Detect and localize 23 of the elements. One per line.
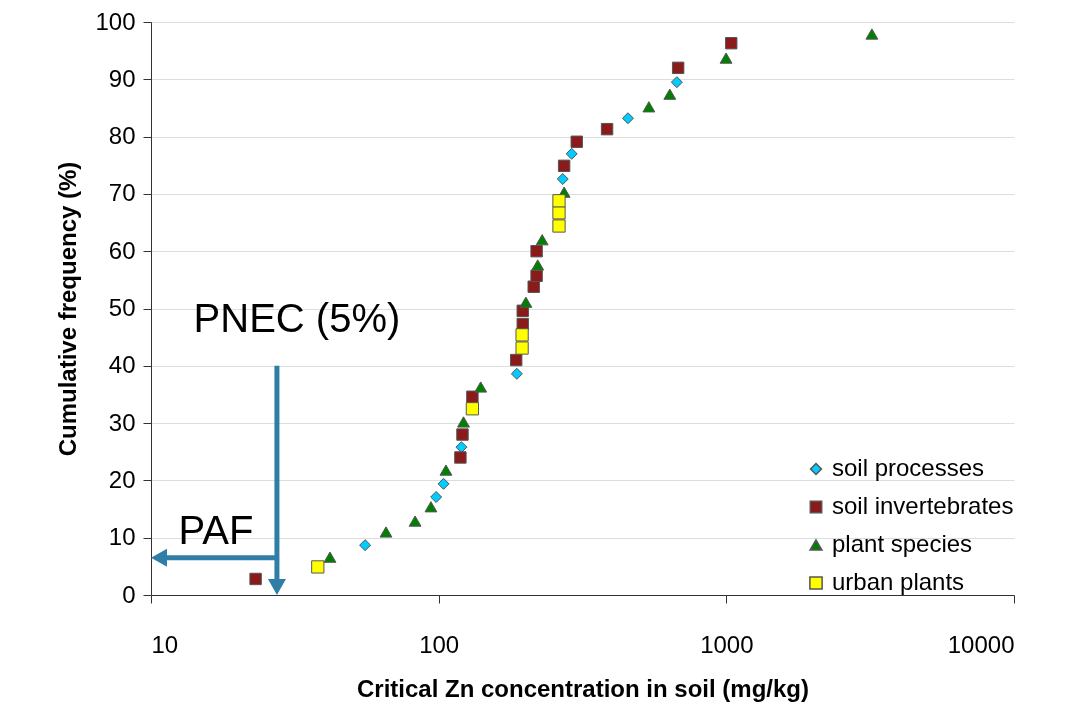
x-tick-label: 100: [419, 630, 460, 658]
y-tick-label: 10: [108, 523, 136, 551]
y-tick-label: 0: [122, 580, 136, 608]
y-axis-title: Cumulative frequency (%): [54, 161, 82, 457]
legend-label: soil invertebrates: [832, 492, 1014, 519]
y-tick-label: 60: [108, 236, 136, 264]
x-tick-label: 10000: [947, 630, 1015, 658]
legend-label: soil processes: [832, 454, 985, 481]
y-tick-label: 50: [108, 294, 136, 321]
legend-label: urban plants: [832, 568, 965, 595]
y-tick-label: 40: [108, 351, 136, 379]
y-tick-label: 20: [108, 465, 136, 493]
y-tick-label: 80: [108, 122, 136, 150]
y-tick-label: 100: [95, 7, 136, 35]
y-tick-label: 90: [108, 64, 136, 92]
y-tick-label: 70: [108, 179, 136, 207]
x-tick-label: 10: [151, 630, 179, 658]
y-tick-label: 30: [108, 408, 136, 436]
x-tick-label: 1000: [700, 630, 754, 658]
ref-line-label: PAF: [178, 507, 254, 552]
legend-label: plant species: [832, 530, 973, 557]
x-axis-title: Critical Zn concentration in soil (mg/kg): [356, 674, 810, 702]
ref-line-label: PNEC (5%): [193, 295, 401, 340]
